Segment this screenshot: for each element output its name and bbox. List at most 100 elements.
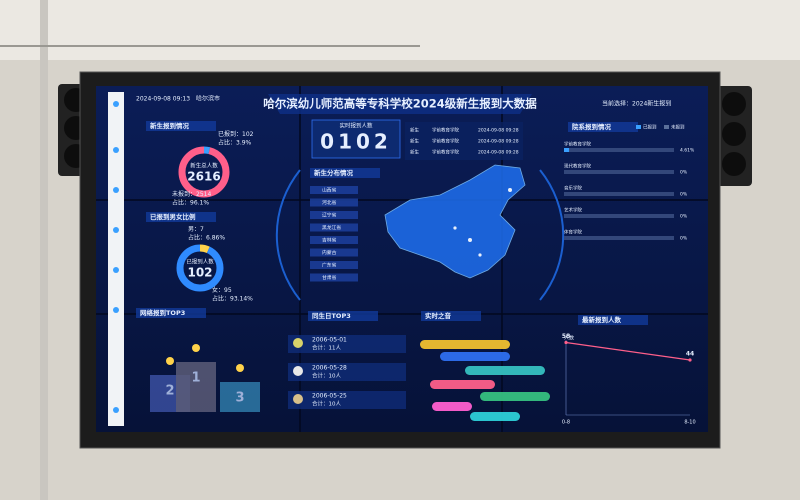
row-time: 2024-09-08 09:28	[478, 139, 519, 145]
voice-pill	[420, 340, 510, 349]
map-ring	[539, 169, 565, 301]
point	[564, 340, 568, 345]
dept-track	[564, 214, 674, 218]
panel-title: 实时之音	[425, 311, 452, 320]
donut-center-value: 2616	[187, 170, 220, 184]
province-name: 黑龙江省	[322, 224, 341, 231]
legend-label: 未报到	[671, 124, 685, 131]
panel-title: 同生日TOP3	[312, 311, 351, 320]
dept-track	[564, 170, 674, 174]
podium-block	[220, 382, 260, 412]
dept-share: 0%	[680, 214, 688, 220]
province-name: 辽宁省	[322, 212, 337, 219]
dept-share: 0%	[680, 192, 688, 198]
crown	[236, 364, 244, 372]
dept-track	[564, 148, 674, 152]
sidebar-icon[interactable]	[113, 187, 119, 193]
dept-name: 艺术学院	[564, 207, 582, 214]
voice-pill	[432, 402, 472, 411]
panel-title-bar	[421, 311, 481, 321]
dept-name: 现代教育学院	[564, 163, 591, 170]
panel-title: 网络报到TOP3	[140, 308, 185, 317]
legend-label: 已报到	[643, 124, 657, 131]
data-label: 58	[562, 333, 570, 340]
panel-title: 新生分布情况	[314, 168, 354, 177]
province-bar	[310, 223, 358, 232]
province-bar	[310, 236, 358, 244]
donut-center-value: 102	[187, 266, 212, 280]
sidebar-icon[interactable]	[113, 407, 119, 413]
segment-label-name: 男：	[188, 226, 200, 233]
segment-share: 占比：96.1%	[172, 199, 209, 207]
birthday-date: 2006-05-25	[312, 393, 347, 400]
panel-title-bar	[146, 212, 216, 222]
province-bar	[310, 248, 358, 257]
province-bar	[310, 273, 358, 282]
province-name: 甘肃省	[322, 274, 337, 281]
sidebar-icon[interactable]	[113, 267, 119, 273]
row-name: 新生	[410, 138, 419, 145]
birthday-icon	[293, 366, 303, 376]
province-name: 内蒙古	[322, 249, 337, 256]
dept-share: 0%	[680, 236, 688, 242]
row-name: 新生	[410, 149, 419, 156]
podium-block	[176, 362, 216, 412]
row-dept: 学前教育学院	[432, 127, 459, 134]
sidebar[interactable]	[108, 92, 124, 426]
segment-label-name: 未报到：	[172, 190, 196, 198]
sidebar-icon[interactable]	[113, 147, 119, 153]
segment-share: 占比：6.86%	[188, 234, 225, 242]
segment-label-value: 2514	[196, 191, 211, 198]
donut-segment	[176, 244, 224, 292]
title: 哈尔滨幼儿师范高等专科学校2024级新生报到大数据	[263, 97, 537, 111]
map-point	[508, 188, 512, 192]
x-tick-label: 0-8	[562, 420, 570, 426]
counter-box	[311, 119, 401, 159]
segment-label: 已报到：102	[218, 130, 254, 138]
sidebar-icon[interactable]	[113, 101, 119, 107]
panel-title: 最新报到人数	[582, 315, 622, 324]
point	[688, 358, 692, 362]
segment-label-name: 已报到：	[218, 130, 242, 138]
dept-share: 4.61%	[680, 148, 695, 154]
data-label: 44	[686, 351, 694, 358]
map-point	[468, 238, 472, 242]
birthday-total: 合计：10人	[312, 400, 341, 408]
podium-rank: 3	[235, 391, 244, 406]
sidebar-icon[interactable]	[113, 227, 119, 233]
location: 哈尔滨市	[196, 95, 220, 103]
podium-rank: 2	[165, 384, 174, 399]
row-time: 2024-09-08 09:28	[478, 128, 519, 134]
dept-track	[564, 236, 674, 240]
donut-segment	[178, 146, 230, 198]
speaker-cone	[722, 152, 746, 176]
counter-value: 0102	[320, 130, 392, 154]
ceiling	[0, 0, 800, 60]
segment-share: 占比：93.14%	[212, 295, 253, 303]
donut-center-label: 新生总人数	[190, 162, 218, 170]
podium-rank: 1	[191, 371, 200, 386]
province-bar	[310, 186, 358, 194]
segment-label: 男：7	[188, 226, 204, 233]
dept-track	[564, 192, 674, 196]
segment-label-value: 102	[242, 131, 254, 138]
map	[384, 164, 526, 279]
segment-label: 女：95	[212, 286, 232, 294]
segment-label: 未报到：2514	[172, 190, 211, 198]
birthday-date: 2006-05-28	[312, 365, 347, 372]
legend-swatch	[636, 125, 641, 129]
speaker-cone	[722, 122, 746, 146]
title-plate	[268, 94, 532, 114]
segment-label-name: 女：	[212, 286, 224, 294]
birthday-total: 合计：10人	[312, 372, 341, 380]
birthday-row	[288, 335, 406, 353]
panel-title-bar	[308, 311, 378, 321]
sidebar-icon[interactable]	[113, 307, 119, 313]
birthday-icon	[293, 394, 303, 404]
voice-pill	[430, 380, 495, 389]
birthday-row	[288, 391, 406, 409]
legend-swatch	[664, 125, 669, 129]
realtime-table	[405, 122, 523, 160]
panel-title-bar	[310, 168, 380, 178]
